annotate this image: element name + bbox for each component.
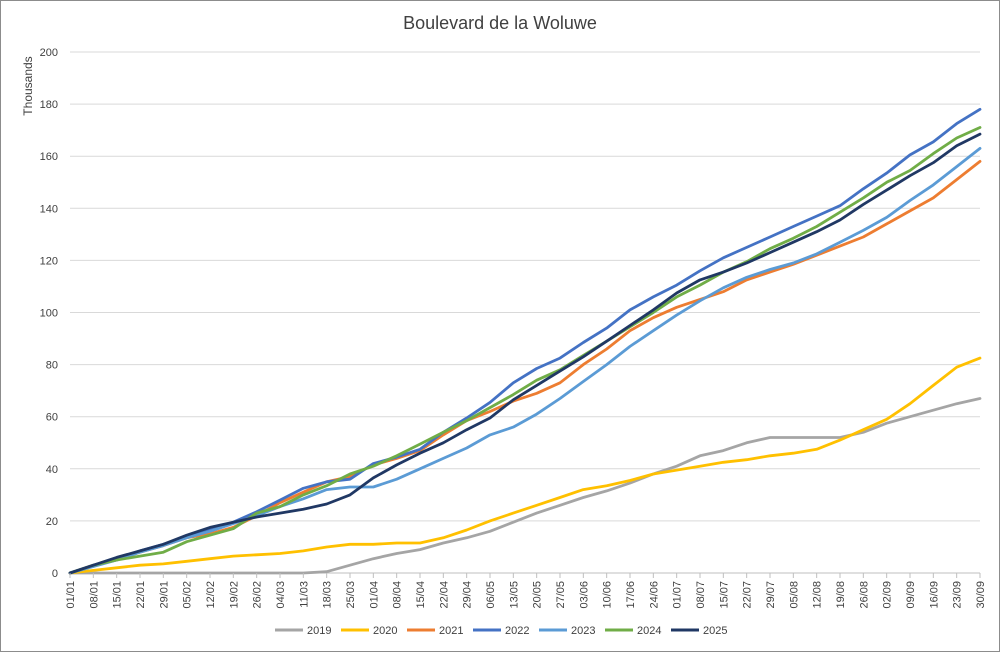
x-tick-label: 15/04 — [415, 581, 427, 609]
x-tick-label: 15/07 — [718, 581, 730, 609]
x-tick-label: 18/03 — [322, 581, 334, 609]
x-tick-label: 30/09 — [975, 581, 987, 609]
legend-label: 2022 — [505, 625, 529, 637]
legend-item-2021: 2021 — [407, 625, 463, 637]
y-tick-label: 80 — [46, 360, 58, 372]
x-tick-label: 13/05 — [508, 581, 520, 609]
x-tick-label: 03/06 — [578, 581, 590, 609]
legend-item-2025: 2025 — [671, 625, 727, 637]
y-tick-label: 180 — [40, 99, 58, 111]
y-tick-label: 60 — [46, 412, 58, 424]
series-line-2025 — [68, 132, 982, 575]
series-line-2019 — [68, 397, 982, 575]
series-line-2021 — [68, 159, 982, 575]
legend-item-2019: 2019 — [275, 625, 331, 637]
legend-item-2020: 2020 — [341, 625, 397, 637]
x-tick-label: 23/09 — [952, 581, 964, 609]
x-tick-label: 22/04 — [438, 581, 450, 609]
x-tick-label: 20/05 — [532, 581, 544, 609]
y-tick-label: 20 — [46, 516, 58, 528]
series-line-2024 — [68, 126, 982, 575]
legend-label: 2023 — [571, 625, 595, 637]
x-tick-label: 08/04 — [392, 581, 404, 609]
legend-label: 2020 — [373, 625, 397, 637]
legend-label: 2025 — [703, 625, 727, 637]
y-tick-label: 0 — [52, 568, 58, 580]
legend-item-2023: 2023 — [539, 625, 595, 637]
x-tick-label: 26/08 — [858, 581, 870, 609]
x-tick-label: 05/08 — [788, 581, 800, 609]
x-tick-label: 02/09 — [882, 581, 894, 609]
x-tick-label: 12/08 — [812, 581, 824, 609]
x-tick-label: 10/06 — [602, 581, 614, 609]
x-tick-label: 17/06 — [625, 581, 637, 609]
x-tick-label: 01/04 — [368, 581, 380, 609]
x-tick-label: 09/09 — [905, 581, 917, 609]
x-tick-label: 22/07 — [742, 581, 754, 609]
x-tick-label: 15/01 — [112, 581, 124, 609]
x-tick-label: 25/03 — [345, 581, 357, 609]
x-tick-label: 08/01 — [88, 581, 100, 609]
y-tick-label: 120 — [40, 255, 58, 267]
series-line-2022 — [68, 107, 982, 575]
x-tick-label: 29/01 — [158, 581, 170, 609]
x-tick-label: 01/01 — [65, 581, 77, 609]
x-tick-label: 12/02 — [205, 581, 217, 609]
legend-label: 2021 — [439, 625, 463, 637]
series-line-2020 — [68, 356, 982, 575]
x-tick-label: 19/02 — [228, 581, 240, 609]
x-tick-label: 22/01 — [135, 581, 147, 609]
x-tick-label: 19/08 — [835, 581, 847, 609]
chart-title: Boulevard de la Woluwe — [403, 13, 597, 33]
legend-item-2022: 2022 — [473, 625, 529, 637]
y-tick-label: 200 — [40, 47, 58, 59]
x-tick-label: 04/03 — [275, 581, 287, 609]
y-axis-label: Thousands — [21, 56, 35, 115]
y-tick-label: 140 — [40, 203, 58, 215]
y-tick-label: 100 — [40, 308, 58, 320]
y-tick-label: 160 — [40, 151, 58, 163]
x-tick-label: 08/07 — [695, 581, 707, 609]
x-tick-label: 26/02 — [252, 581, 264, 609]
x-tick-label: 06/05 — [485, 581, 497, 609]
y-tick-label: 40 — [46, 464, 58, 476]
x-tick-label: 27/05 — [555, 581, 567, 609]
legend-label: 2024 — [637, 625, 661, 637]
x-tick-label: 05/02 — [182, 581, 194, 609]
series-line-2023 — [68, 146, 982, 575]
legend-label: 2019 — [307, 625, 331, 637]
x-tick-label: 01/07 — [672, 581, 684, 609]
x-tick-label: 29/04 — [462, 581, 474, 609]
legend-item-2024: 2024 — [605, 625, 661, 637]
x-tick-label: 16/09 — [928, 581, 940, 609]
x-tick-label: 29/07 — [765, 581, 777, 609]
x-tick-label: 11/03 — [298, 581, 310, 608]
x-tick-label: 24/06 — [648, 581, 660, 609]
